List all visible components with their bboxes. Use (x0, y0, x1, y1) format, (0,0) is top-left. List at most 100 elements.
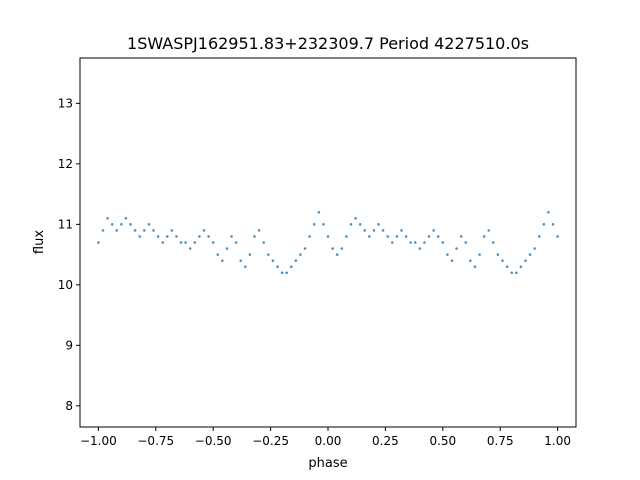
scatter-point (363, 229, 367, 232)
scatter-point (464, 241, 468, 244)
scatter-point (542, 223, 546, 226)
scatter-point (326, 235, 330, 238)
scatter-point (202, 229, 206, 232)
scatter-point (257, 229, 261, 232)
y-tick-label: 13 (58, 96, 73, 110)
scatter-point (533, 247, 536, 250)
scatter-point (556, 235, 559, 238)
scatter-point (400, 229, 403, 232)
x-tick-label: −0.50 (195, 434, 232, 448)
scatter-point (510, 271, 514, 275)
x-tick-label: −0.75 (137, 434, 174, 448)
scatter-point (225, 247, 229, 250)
scatter-point (349, 223, 353, 226)
scatter-point (299, 253, 302, 256)
scatter-point (234, 241, 238, 244)
scatter-point (262, 241, 266, 244)
scatter-point (317, 210, 321, 214)
scatter-point (156, 235, 160, 238)
scatter-point (188, 247, 192, 250)
scatter-point (294, 259, 298, 262)
scatter-point (271, 259, 275, 262)
scatter-point (487, 229, 491, 232)
plot-frame (79, 57, 577, 428)
scatter-point (106, 217, 109, 220)
scatter-point (244, 265, 247, 268)
scatter-point (386, 235, 390, 238)
scatter-point (395, 235, 399, 238)
scatter-point (551, 223, 555, 226)
y-axis-label: flux (32, 230, 47, 254)
scatter-point (436, 235, 440, 238)
scatter-point (524, 259, 527, 262)
scatter-point (165, 235, 169, 238)
scatter-point (129, 223, 132, 226)
scatter-point (230, 235, 233, 238)
scatter-point (115, 229, 119, 232)
scatter-point (368, 235, 371, 238)
chart-title: 1SWASPJ162951.83+232309.7 Period 4227510… (127, 34, 529, 53)
scatter-point (427, 235, 431, 238)
scatter-point (528, 253, 532, 256)
scatter-point (413, 241, 417, 244)
scatter-point (308, 235, 311, 238)
scatter-point (133, 229, 137, 232)
y-tick-label: 11 (58, 217, 73, 231)
y-tick-label: 9 (65, 338, 73, 352)
scatter-point (390, 241, 394, 244)
scatter-point (289, 265, 293, 268)
scatter-point (303, 247, 307, 250)
scatter-point (537, 235, 541, 238)
scatter-point (147, 223, 151, 226)
scatter-point (193, 241, 197, 244)
x-tick-label: −1.00 (80, 434, 117, 448)
scatter-point (285, 271, 288, 275)
scatter-point (207, 235, 210, 238)
scatter-point (138, 235, 142, 238)
scatter-point (110, 223, 114, 226)
scatter-point (253, 235, 256, 238)
scatter-point (519, 265, 523, 268)
scatter-point (216, 253, 220, 256)
scatter-point (179, 241, 183, 244)
scatter-points (97, 210, 559, 275)
scatter-point (432, 229, 435, 232)
x-axis: −1.00 −0.75 −0.50 −0.25 0.00 0.25 0.50 0.75 1.00 (80, 427, 571, 448)
scatter-point (170, 229, 174, 232)
scatter-point (340, 247, 344, 250)
scatter-point (469, 259, 472, 262)
y-axis: 8 9 10 11 12 13 (58, 96, 80, 413)
x-axis-label: phase (308, 456, 347, 471)
scatter-point (514, 271, 518, 275)
scatter-point (455, 247, 458, 250)
scatter-point (312, 223, 316, 226)
scatter-point (501, 259, 504, 262)
scatter-point (547, 210, 550, 214)
scatter-point (446, 253, 449, 256)
scatter-point (358, 223, 362, 226)
scatter-point (478, 253, 481, 256)
scatter-point (492, 241, 495, 244)
scatter-point (175, 235, 178, 238)
scatter-point (418, 247, 422, 250)
x-tick-label: 0.75 (487, 434, 514, 448)
scatter-point (322, 223, 325, 226)
scatter-point (354, 217, 357, 220)
scatter-point (97, 241, 100, 244)
y-tick-label: 10 (58, 278, 73, 292)
scatter-point (381, 229, 385, 232)
scatter-point (345, 235, 348, 238)
scatter-point (124, 217, 128, 220)
scatter-point (221, 259, 224, 262)
scatter-point (331, 247, 334, 250)
scatter-point (120, 223, 123, 226)
scatter-point (161, 241, 164, 244)
scatter-point (280, 271, 284, 275)
scatter-point (459, 235, 463, 238)
scatter-point (276, 265, 279, 268)
scatter-point (496, 253, 500, 256)
scatter-point (142, 229, 146, 232)
scatter-point (404, 235, 408, 238)
